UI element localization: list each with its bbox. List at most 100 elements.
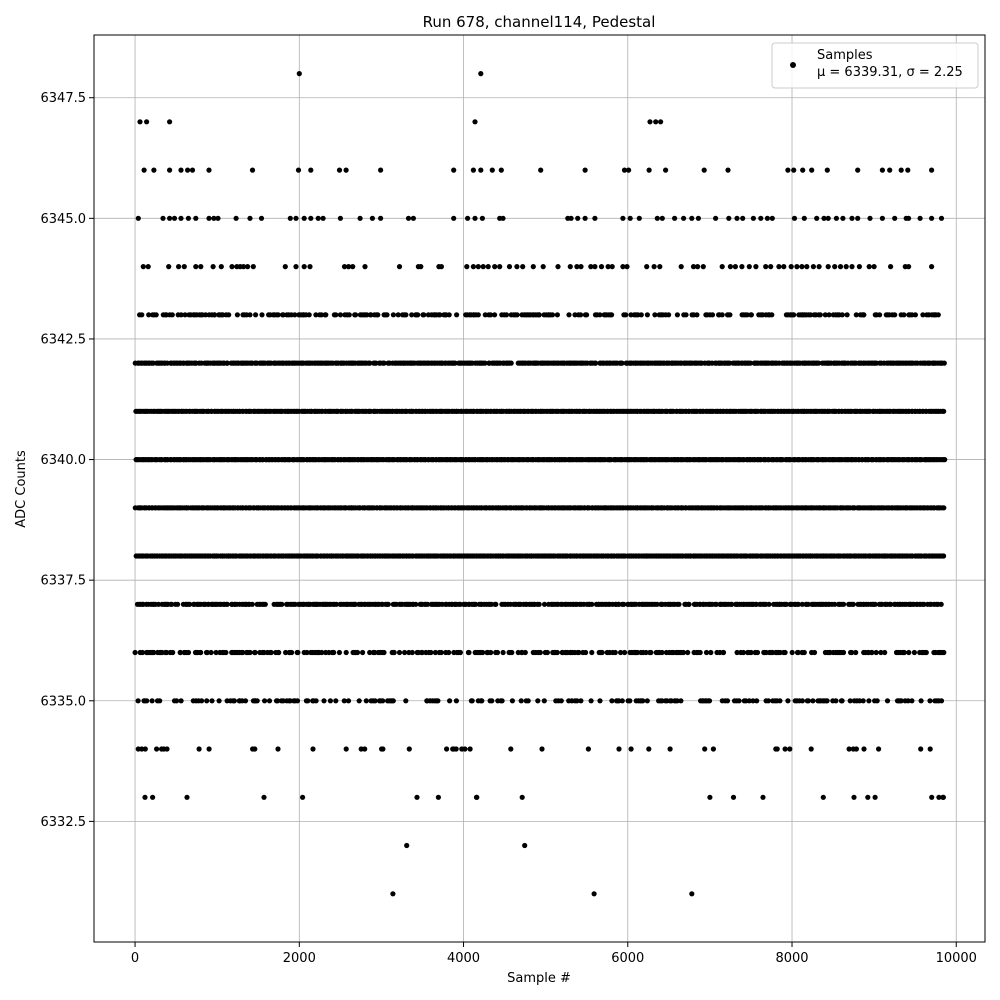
data-point: [306, 312, 312, 318]
data-point: [472, 119, 478, 125]
data-point: [381, 649, 387, 656]
data-point: [824, 698, 830, 704]
data-point: [690, 264, 697, 270]
data-point: [509, 698, 515, 704]
data-point: [646, 746, 652, 752]
data-point: [927, 698, 933, 704]
x-axis-ticks: 0 2000 4000 6000 8000 10000: [131, 942, 977, 966]
data-point: [320, 215, 326, 221]
data-point: [849, 649, 855, 656]
data-point: [304, 649, 310, 656]
y-tick-label: 6345.0: [41, 212, 87, 227]
data-point: [367, 649, 373, 656]
data-point: [391, 649, 397, 656]
data-point: [911, 649, 918, 656]
data-point: [488, 601, 494, 607]
data-point: [753, 264, 759, 270]
y-tick-label: 6337.5: [41, 574, 87, 589]
data-point: [844, 312, 850, 318]
data-point: [785, 698, 791, 704]
data-point: [923, 649, 929, 656]
legend-box: [771, 42, 979, 89]
data-point: [583, 649, 589, 656]
data-point: [763, 264, 769, 270]
data-point: [142, 794, 148, 800]
data-point: [287, 215, 293, 221]
data-point: [841, 601, 847, 607]
data-point: [226, 312, 232, 318]
data-point: [296, 71, 302, 77]
data-point: [346, 264, 352, 270]
data-point: [333, 601, 339, 607]
data-point: [245, 264, 251, 270]
data-point: [681, 215, 687, 221]
data-point: [808, 312, 814, 318]
data-point: [781, 264, 787, 270]
data-point: [554, 312, 561, 318]
data-point: [132, 649, 138, 656]
legend-stats: μ = 6339.31, σ = 2.25: [817, 65, 963, 80]
data-point: [657, 264, 663, 270]
data-point: [185, 215, 191, 221]
data-point: [475, 264, 481, 270]
data-point: [478, 71, 484, 77]
data-point: [865, 794, 871, 800]
data-point: [404, 842, 410, 849]
data-point: [489, 167, 495, 173]
data-point: [832, 264, 838, 270]
data-point: [313, 312, 319, 318]
data-point: [898, 698, 904, 704]
data-point: [554, 649, 560, 656]
data-point: [184, 794, 190, 800]
data-point: [402, 649, 408, 656]
data-point: [508, 746, 514, 752]
data-point: [139, 312, 145, 318]
data-point: [215, 215, 221, 221]
data-point: [734, 215, 740, 221]
data-point: [734, 649, 740, 656]
data-point: [350, 264, 356, 270]
data-point: [292, 312, 298, 318]
data-point: [941, 553, 947, 559]
data-point: [472, 215, 478, 221]
data-point: [492, 312, 498, 318]
data-point: [927, 746, 933, 752]
data-point: [785, 167, 791, 173]
data-point: [418, 264, 424, 270]
data-point: [508, 360, 514, 366]
data-point: [912, 312, 919, 318]
data-point: [295, 649, 301, 656]
data-point: [249, 601, 255, 607]
data-point: [150, 794, 156, 800]
data-point: [154, 746, 160, 752]
data-point: [582, 215, 588, 221]
data-point: [826, 312, 832, 318]
data-point: [609, 312, 615, 318]
data-point: [794, 264, 800, 270]
data-point: [206, 746, 212, 752]
data-point: [252, 746, 258, 752]
data-point: [375, 312, 381, 318]
data-point: [658, 119, 664, 125]
data-point: [500, 649, 506, 656]
data-point: [465, 215, 471, 221]
data-point: [884, 698, 891, 704]
data-point: [626, 167, 632, 173]
data-point: [294, 698, 301, 704]
data-point: [537, 649, 543, 656]
data-point: [428, 649, 434, 656]
data-point: [901, 649, 907, 656]
data-point: [659, 215, 665, 221]
data-point: [343, 649, 349, 656]
x-tick-label: 6000: [611, 951, 644, 966]
data-point: [467, 746, 473, 752]
data-point: [686, 601, 692, 607]
data-point: [540, 264, 546, 270]
data-point: [185, 649, 192, 656]
data-point: [567, 264, 573, 270]
data-point: [470, 167, 476, 173]
data-point: [536, 601, 542, 607]
data-point: [887, 167, 893, 173]
y-tick-label: 6335.0: [41, 694, 87, 709]
data-point: [474, 794, 480, 800]
